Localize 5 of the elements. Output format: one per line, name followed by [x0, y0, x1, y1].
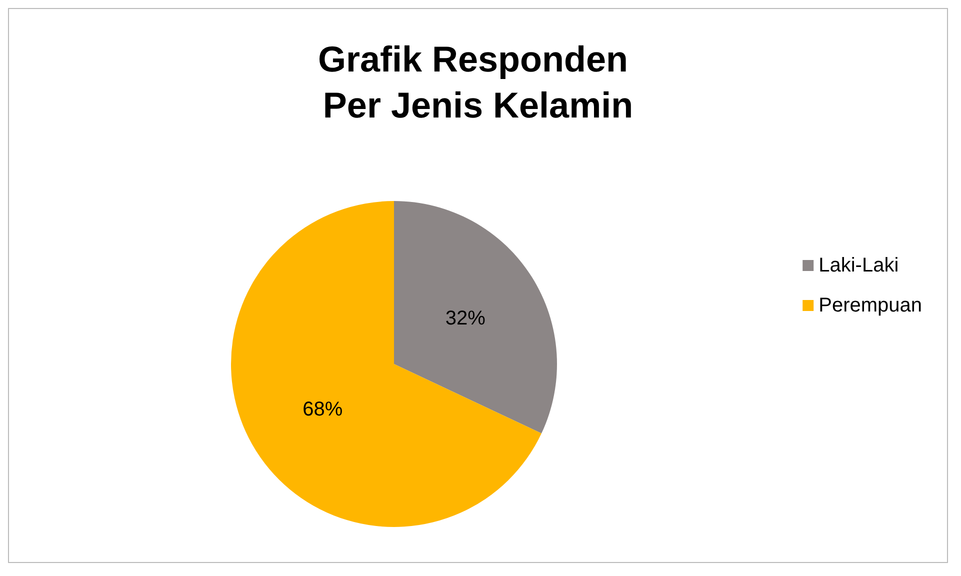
data-label: 68% — [302, 398, 343, 420]
legend-label: Perempuan — [818, 294, 922, 316]
chart-title: Grafik Responden Per Jenis Kelamin — [318, 38, 638, 126]
legend-label: Laki-Laki — [818, 254, 899, 276]
data-label: 32% — [445, 308, 486, 330]
